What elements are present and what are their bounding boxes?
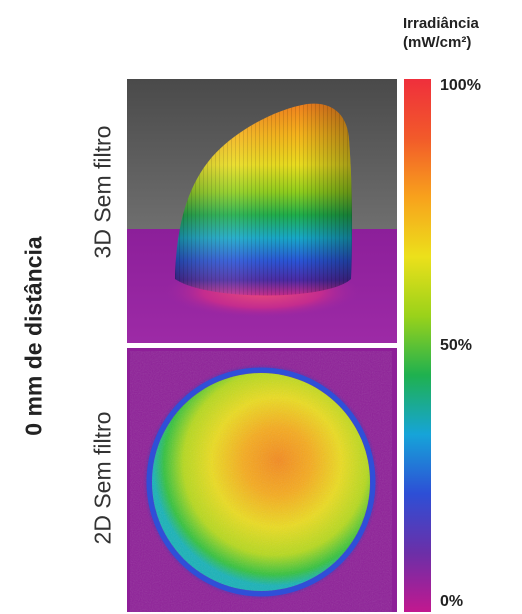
tick-mid: 50% bbox=[440, 337, 473, 354]
legend-title-line2: (mW/cm²) bbox=[403, 34, 472, 51]
legend-title: Irradiância (mW/cm²) bbox=[403, 14, 479, 52]
panel-label-3d: 3D Sem filtro bbox=[89, 125, 116, 259]
panel-label-2d: 2D Sem filtro bbox=[89, 411, 116, 545]
tick-max: 100% bbox=[440, 77, 481, 94]
irradiance-2d-plot bbox=[127, 348, 397, 612]
distance-label: 0 mm de distância bbox=[20, 236, 47, 436]
tick-min: 0% bbox=[440, 593, 464, 610]
irradiance-3d-plot bbox=[127, 79, 397, 343]
irradiance-3d-view bbox=[127, 79, 397, 343]
irradiance-2d-view bbox=[127, 348, 397, 612]
color-scale-bar bbox=[404, 79, 431, 612]
legend-title-line1: Irradiância bbox=[403, 15, 479, 32]
